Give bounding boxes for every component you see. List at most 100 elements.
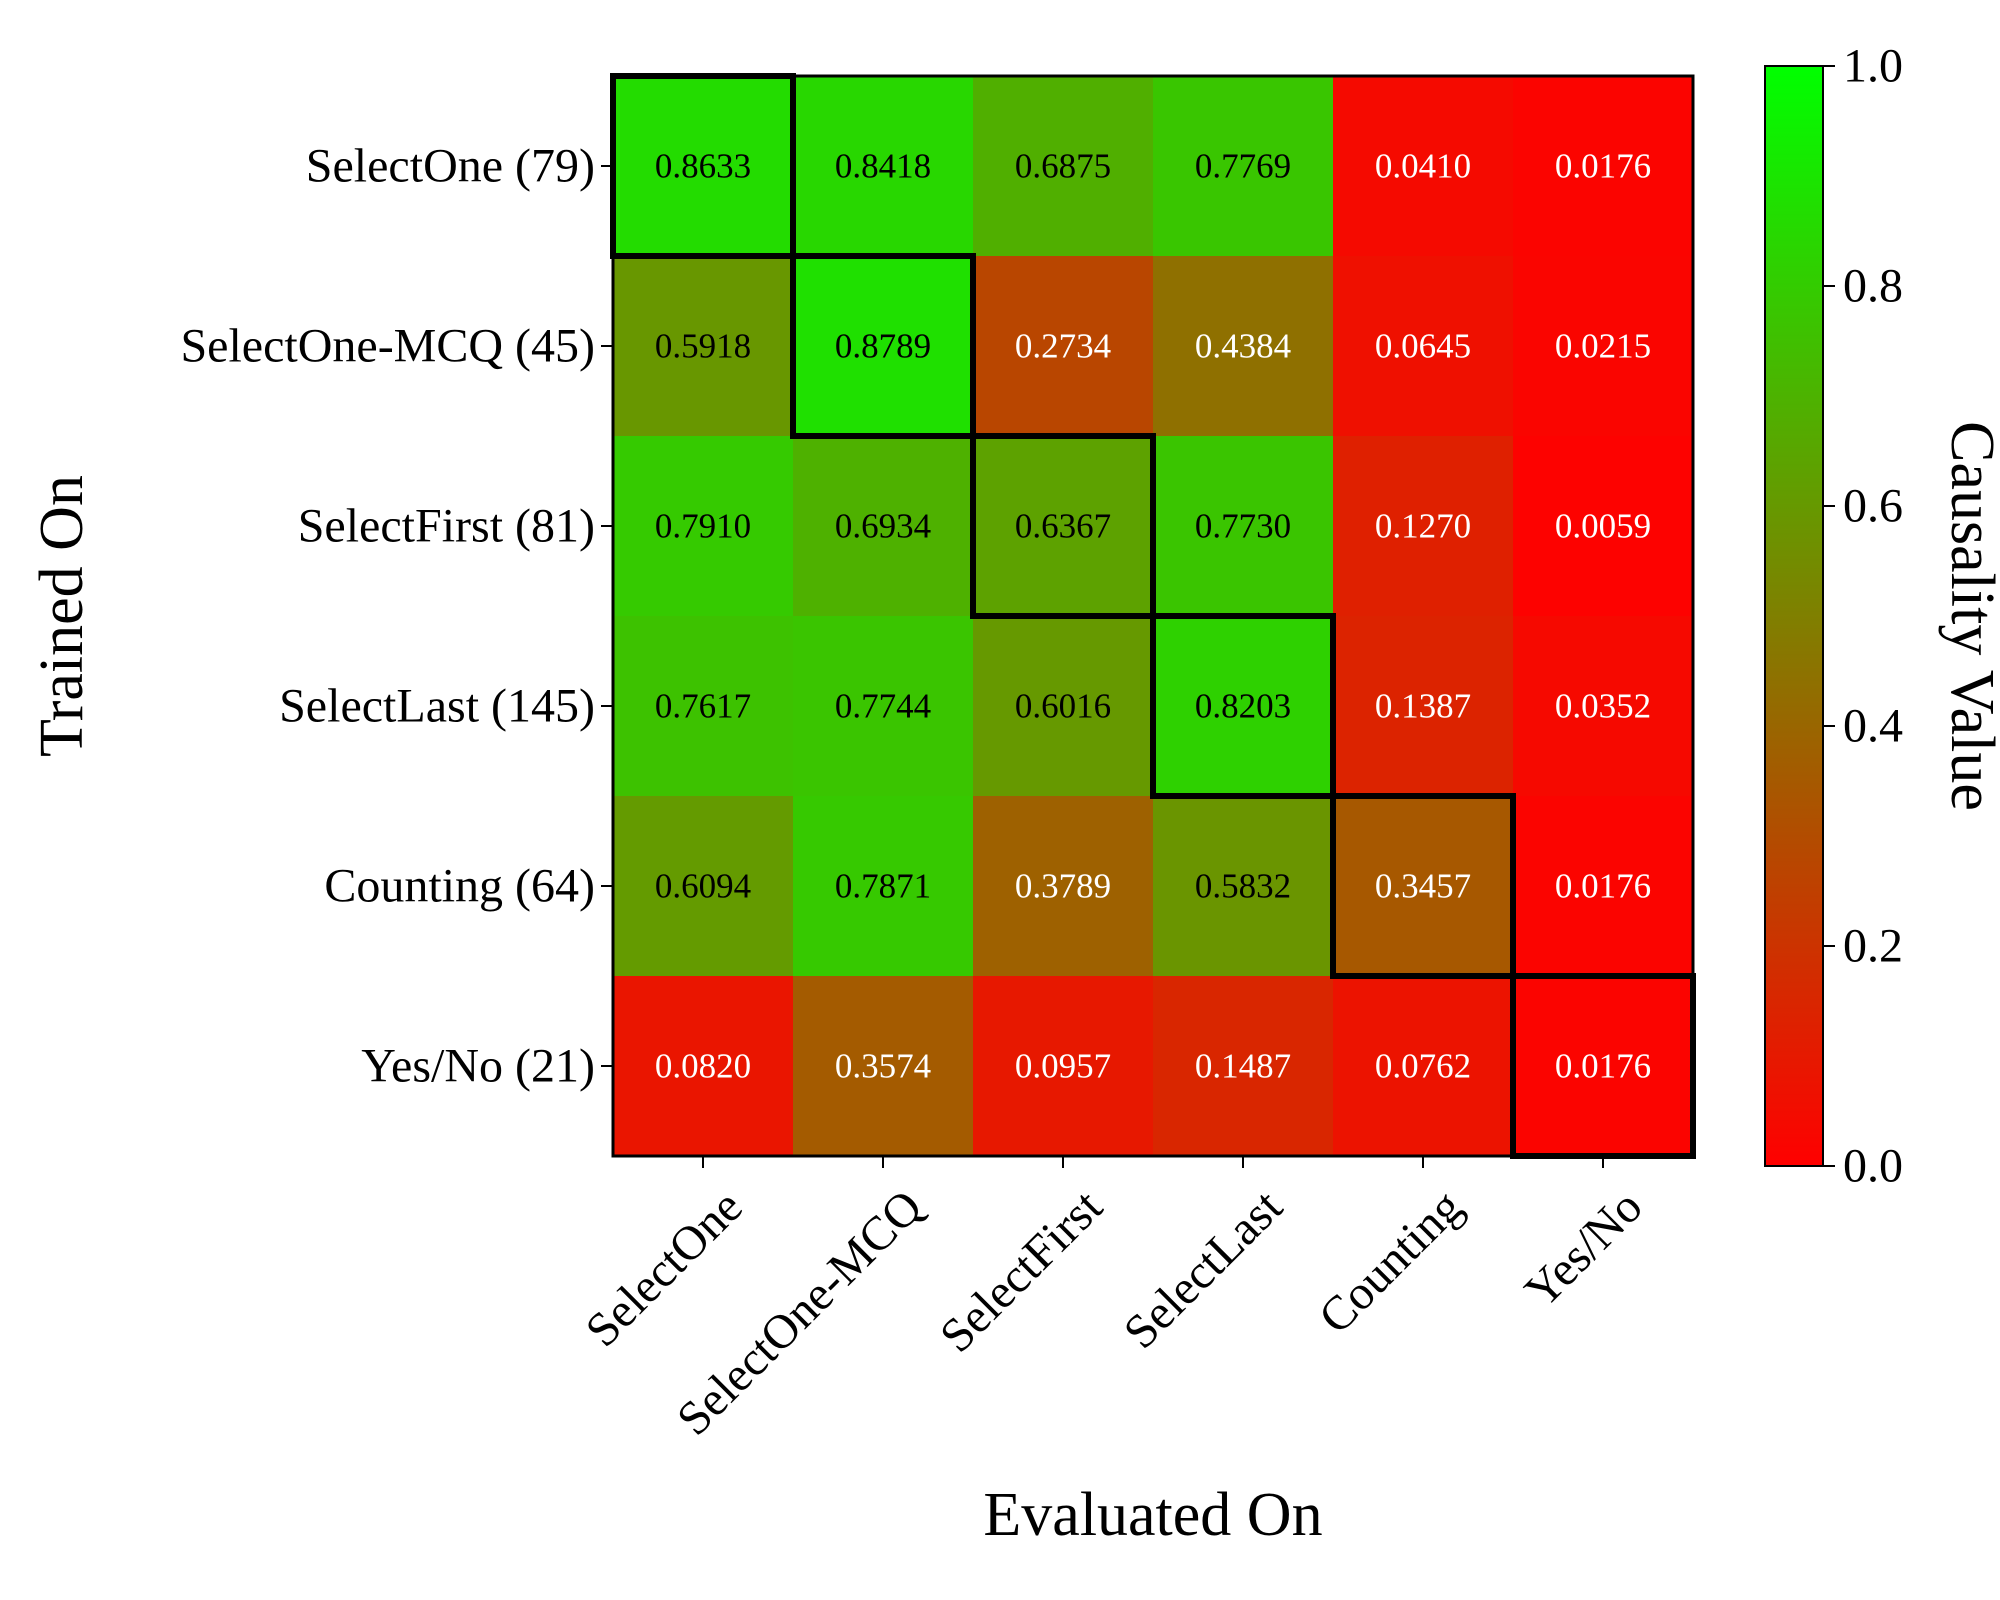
- heatmap-cell: [793, 76, 974, 257]
- heatmap-cell: [1333, 796, 1514, 977]
- cell-value-label: 0.0410: [1375, 147, 1471, 186]
- cell-value-label: 0.2734: [1015, 327, 1111, 366]
- cell-value-label: 0.3457: [1375, 867, 1471, 906]
- cell-value-label: 0.6367: [1015, 507, 1111, 546]
- cell-value-label: 0.0176: [1555, 1047, 1651, 1086]
- plot-frame: [611, 74, 1695, 1158]
- heatmap-cell: [1333, 976, 1514, 1157]
- cell-value-label: 0.0352: [1555, 687, 1651, 726]
- heatmap-cell: [613, 796, 794, 977]
- highlight-box: [790, 253, 976, 439]
- heatmap-cell: [1153, 796, 1334, 977]
- heatmap-cell: [613, 616, 794, 797]
- x-tick-label: Counting: [1309, 1180, 1473, 1344]
- cell-value-label: 0.6875: [1015, 147, 1111, 186]
- heatmap-cell: [1153, 616, 1334, 797]
- cell-value-label: 0.0820: [655, 1047, 751, 1086]
- heatmap-cell: [613, 436, 794, 617]
- highlight-box: [1330, 793, 1516, 979]
- heatmap-cell: [1153, 256, 1334, 437]
- x-tick-label: SelectOne: [576, 1180, 753, 1357]
- highlight-box: [970, 433, 1156, 619]
- colorbar-tick-label: 0.6: [1843, 480, 1903, 533]
- cell-value-label: 0.0645: [1375, 327, 1471, 366]
- heatmap-cell: [973, 436, 1154, 617]
- colorbar: [1764, 65, 1824, 1167]
- cell-value-label: 0.0176: [1555, 867, 1651, 906]
- cell-value-label: 0.8203: [1195, 687, 1291, 726]
- cell-value-label: 0.0059: [1555, 507, 1651, 546]
- cell-value-label: 0.1270: [1375, 507, 1471, 546]
- cell-value-label: 0.4384: [1195, 327, 1291, 366]
- heatmap-cell: [793, 976, 974, 1157]
- cell-value-label: 0.5832: [1195, 867, 1291, 906]
- heatmap-cell: [1513, 256, 1694, 437]
- y-tick-label: SelectFirst (81): [298, 500, 595, 553]
- y-axis-title: Trained On: [28, 475, 96, 757]
- colorbar-title: Causality Value: [1938, 421, 2000, 811]
- y-tick-label: SelectLast (145): [279, 680, 595, 733]
- heatmap-cell: [613, 976, 794, 1157]
- heatmap-cell: [1333, 616, 1514, 797]
- heatmap-cell: [1513, 76, 1694, 257]
- heatmap-cell: [1333, 76, 1514, 257]
- cell-value-label: 0.7769: [1195, 147, 1291, 186]
- cell-value-label: 0.1487: [1195, 1047, 1291, 1086]
- cell-value-label: 0.1387: [1375, 687, 1471, 726]
- heatmap-cell: [973, 796, 1154, 977]
- heatmap-cell: [1153, 436, 1334, 617]
- heatmap-cell: [793, 796, 974, 977]
- heatmap-cell: [1513, 976, 1694, 1157]
- colorbar-tick-label: 1.0: [1843, 40, 1903, 93]
- colorbar-ticks: 0.0 0.2 0.4 0.6 0.8 1.0: [1823, 40, 1903, 1193]
- heatmap-cell: [1333, 256, 1514, 437]
- heatmap-cell: [1513, 616, 1694, 797]
- cell-value-label: 0.5918: [655, 327, 751, 366]
- cell-value-label: 0.7910: [655, 507, 751, 546]
- x-tick-label: SelectFirst: [930, 1180, 1113, 1363]
- heatmap-cell: [1513, 436, 1694, 617]
- cell-value-label: 0.7730: [1195, 507, 1291, 546]
- x-tick-label: Yes/No: [1515, 1180, 1653, 1318]
- cell-value-label: 0.6016: [1015, 687, 1111, 726]
- x-axis-title: Evaluated On: [983, 1481, 1322, 1549]
- highlight-box: [1150, 613, 1336, 799]
- heatmap-cell: [793, 616, 974, 797]
- heatmap-cell: [1333, 436, 1514, 617]
- cell-value-label: 0.0176: [1555, 147, 1651, 186]
- heatmap-cells: 0.8633 0.8418 0.6875 0.7769 0.0410 0.0176 0.59…: [613, 76, 1694, 1157]
- cell-value-label: 0.7744: [835, 687, 931, 726]
- heatmap-cell: [1513, 796, 1694, 977]
- heatmap-cell: [613, 256, 794, 437]
- heatmap-cell: [1153, 76, 1334, 257]
- cell-value-label: 0.6094: [655, 867, 751, 906]
- cell-value-label: 0.8633: [655, 147, 751, 186]
- heatmap-cell: [973, 76, 1154, 257]
- colorbar-tick-label: 0.0: [1843, 1140, 1903, 1193]
- y-tick-label: Yes/No (21): [361, 1040, 595, 1093]
- heatmap-cell: [793, 436, 974, 617]
- cell-value-label: 0.0215: [1555, 327, 1651, 366]
- cell-value-label: 0.0957: [1015, 1047, 1111, 1086]
- cell-value-label: 0.8789: [835, 327, 931, 366]
- heatmap-cell: [793, 256, 974, 437]
- y-tick-label: SelectOne-MCQ (45): [180, 320, 595, 373]
- colorbar-tick-label: 0.4: [1843, 700, 1903, 753]
- cell-value-label: 0.0762: [1375, 1047, 1471, 1086]
- cell-value-label: 0.7617: [655, 687, 751, 726]
- colorbar-tick-label: 0.2: [1843, 920, 1903, 973]
- cell-value-label: 0.6934: [835, 507, 931, 546]
- x-tick-label: SelectLast: [1114, 1180, 1293, 1359]
- y-axis: SelectOne (79) SelectOne-MCQ (45) SelectFi…: [180, 140, 613, 1093]
- heatmap-cell: [1153, 976, 1334, 1157]
- heatmap-cell: [973, 616, 1154, 797]
- cell-value-label: 0.7871: [835, 867, 931, 906]
- y-tick-label: Counting (64): [324, 860, 595, 913]
- heatmap-cell: [613, 76, 794, 257]
- heatmap-cell: [973, 256, 1154, 437]
- cell-value-label: 0.3574: [835, 1047, 931, 1086]
- cell-value-label: 0.8418: [835, 147, 931, 186]
- y-tick-label: SelectOne (79): [306, 140, 595, 193]
